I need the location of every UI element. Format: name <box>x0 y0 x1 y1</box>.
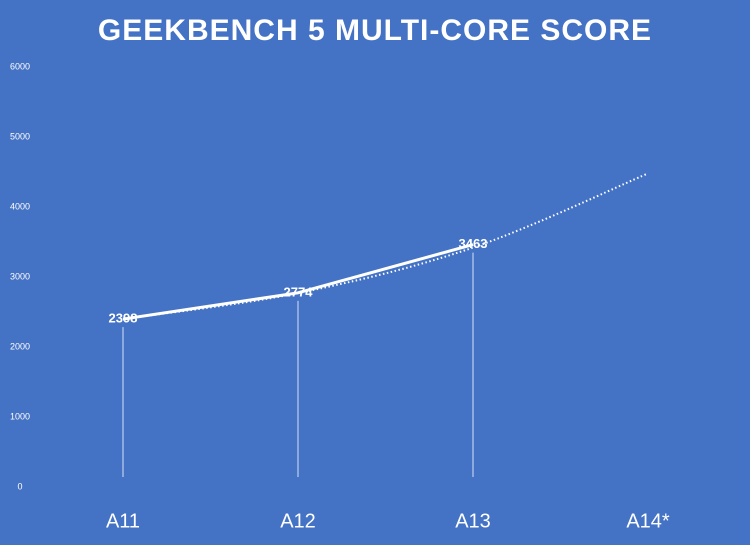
series-line <box>122 243 474 321</box>
y-tick-label: 4000 <box>10 201 30 211</box>
y-tick-label: 0 <box>17 481 22 491</box>
data-label: 2398 <box>109 311 138 326</box>
y-tick-label: 1000 <box>10 411 30 421</box>
y-tick-label: 3000 <box>10 271 30 281</box>
data-label: 2774 <box>284 284 314 299</box>
x-tick-label: A13 <box>455 510 491 532</box>
y-tick-label: 6000 <box>10 61 30 71</box>
y-tick-label: 5000 <box>10 131 30 141</box>
data-label: 3463 <box>459 236 488 251</box>
x-tick-label: A14* <box>626 510 670 532</box>
x-tick-label: A12 <box>280 510 316 532</box>
y-tick-label: 2000 <box>10 341 30 351</box>
chart-title: GEEKBENCH 5 MULTI-CORE SCORE <box>98 14 652 47</box>
x-tick-label: A11 <box>106 510 140 532</box>
